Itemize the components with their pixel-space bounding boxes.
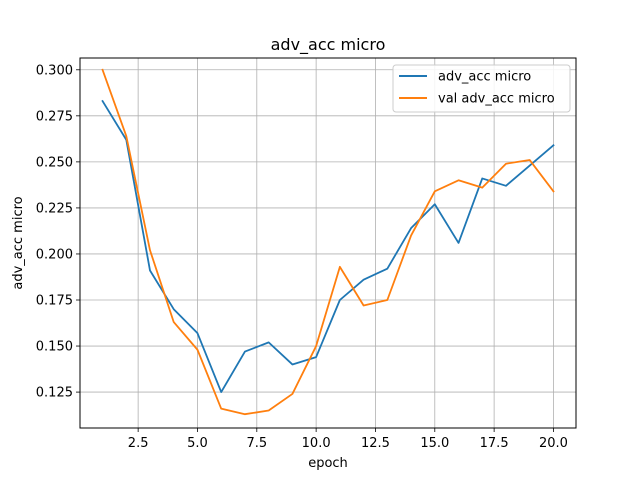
y-tick-label: 0.250 [36, 155, 73, 170]
legend-box [392, 64, 571, 113]
y-axis-label: adv_acc micro [11, 196, 26, 289]
series-lines [101, 68, 555, 416]
legend-label-val-adv-acc-micro: val adv_acc micro [438, 92, 555, 107]
x-tick-label: 17.5 [480, 436, 509, 451]
x-tick-label: 20.0 [539, 436, 568, 451]
x-axis-label: epoch [308, 456, 348, 471]
x-tick-label: 2.5 [128, 436, 149, 451]
legend: adv_acc micro val adv_acc micro [392, 64, 571, 113]
y-tick-label: 0.200 [36, 247, 73, 262]
x-tick-label: 10.0 [302, 436, 331, 451]
x-tick-label: 7.5 [246, 436, 267, 451]
y-tick-label: 0.300 [36, 63, 73, 78]
series-line-adv-acc-micro [101, 99, 555, 393]
y-tick-label: 0.275 [36, 109, 73, 124]
grid [80, 58, 576, 428]
plot-frame [79, 57, 577, 429]
x-tick-label: 12.5 [361, 436, 390, 451]
series-line-val-adv-acc-micro [101, 68, 555, 416]
y-axis-ticks: 0.125 0.150 0.175 0.200 0.225 0.250 0.275 0.300 [36, 63, 80, 401]
y-tick-label: 0.125 [36, 386, 73, 401]
y-tick-label: 0.175 [36, 294, 73, 309]
x-tick-label: 15.0 [420, 436, 449, 451]
legend-label-adv-acc-micro: adv_acc micro [438, 70, 531, 85]
y-tick-label: 0.225 [36, 201, 73, 216]
x-tick-label: 5.0 [187, 436, 208, 451]
x-axis-ticks: 2.5 5.0 7.5 10.0 12.5 15.0 17.5 20.0 [128, 428, 568, 451]
y-tick-label: 0.150 [36, 340, 73, 355]
chart-title: adv_acc micro [271, 35, 386, 55]
